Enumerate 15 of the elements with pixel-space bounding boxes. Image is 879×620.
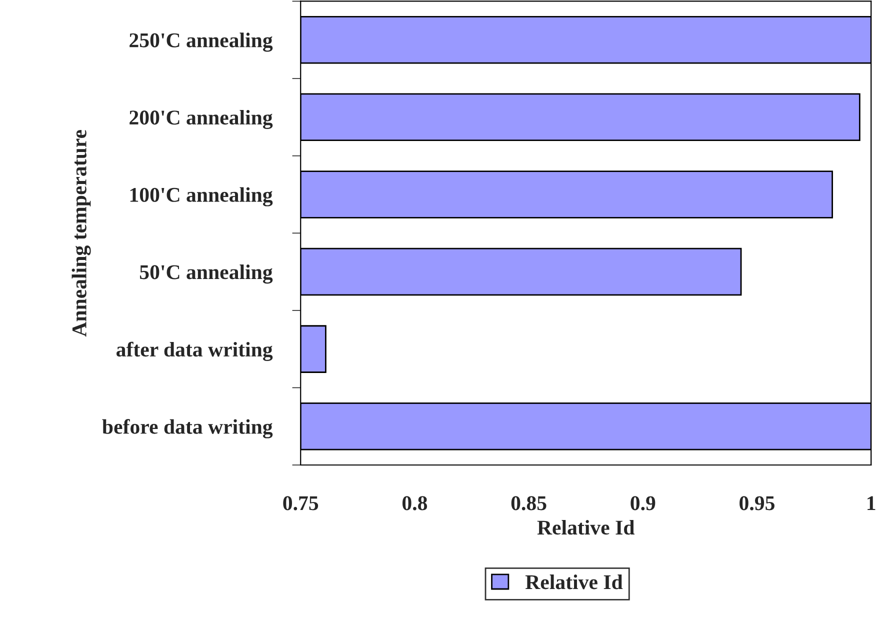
y-tick-label: 50'C annealing [140, 264, 273, 284]
y-tick-label: 100'C annealing [130, 187, 273, 206]
x-tick-label: 0.85 [511, 496, 546, 510]
x-axis-title: Relative Id [537, 520, 635, 535]
x-tick-label: 1 [868, 496, 876, 510]
y-tick-label: 250'C annealing [130, 32, 273, 52]
y-axis-title: Annealing temperature [72, 130, 91, 337]
x-tick-label: 0.95 [740, 496, 774, 510]
legend-label: Relative Id [525, 574, 623, 590]
y-tick-label: 200'C annealing [130, 110, 273, 130]
x-tick-label: 0.9 [630, 496, 656, 510]
y-tick-label: before data writing [102, 419, 273, 438]
x-tick-label: 0.75 [283, 496, 318, 510]
y-tick-label: after data writing [116, 342, 273, 361]
x-tick-label: 0.8 [402, 496, 428, 510]
